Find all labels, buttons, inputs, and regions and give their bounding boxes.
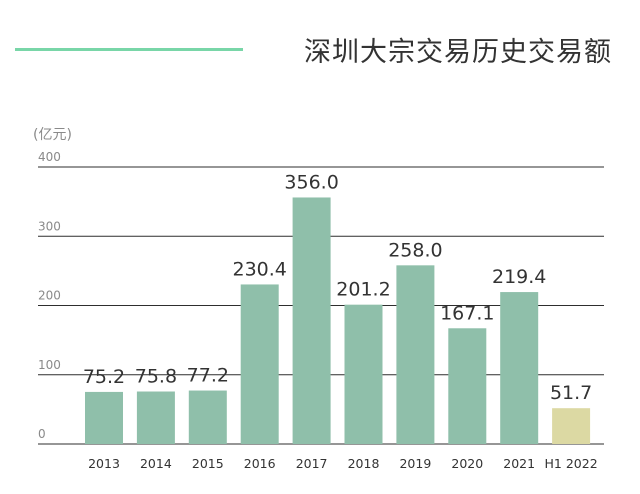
x-tick-label-h1-2022: H1 2022 [545, 456, 598, 471]
title-accent-line [15, 48, 243, 51]
bar-value-label-2018: 201.2 [336, 279, 390, 301]
y-tick-label-400: 400 [38, 150, 61, 164]
chart-title: 深圳大宗交易历史交易额 [304, 37, 612, 68]
bar-2018 [344, 304, 383, 444]
x-tick-label-2021: 2021 [503, 456, 535, 471]
bar-2017 [292, 197, 331, 444]
bar-2019 [396, 265, 435, 444]
bar-2021 [500, 292, 539, 444]
y-axis-unit-label: (亿元) [33, 127, 72, 143]
bar-2016 [240, 284, 279, 444]
bar-value-label-2016: 230.4 [232, 258, 286, 280]
x-tick-label-2018: 2018 [348, 456, 380, 471]
x-tick-label-2014: 2014 [140, 456, 172, 471]
y-tick-label-0: 0 [38, 427, 46, 441]
bar-value-label-2017: 356.0 [284, 171, 338, 193]
bar-2013 [85, 391, 123, 444]
x-tick-label-2017: 2017 [296, 456, 328, 471]
bar-value-label-2021: 219.4 [492, 266, 546, 288]
bar-value-label-2013: 75.2 [83, 366, 125, 388]
x-tick-label-2013: 2013 [88, 456, 120, 471]
bar-value-label-h1-2022: 51.7 [550, 382, 592, 404]
bar-2015 [188, 390, 227, 444]
bar-value-label-2019: 258.0 [388, 239, 442, 261]
x-tick-label-2015: 2015 [192, 456, 224, 471]
bar-value-label-2015: 77.2 [187, 365, 229, 387]
bar-2020 [448, 328, 487, 444]
bar-h1-2022 [552, 408, 591, 444]
y-tick-label-300: 300 [38, 219, 61, 233]
bar-value-label-2014: 75.8 [135, 366, 177, 388]
bar-2014 [136, 391, 175, 444]
bar-value-label-2020: 167.1 [440, 302, 494, 324]
y-tick-label-200: 200 [38, 289, 61, 303]
x-tick-label-2016: 2016 [244, 456, 276, 471]
x-tick-label-2019: 2019 [399, 456, 431, 471]
x-tick-label-2020: 2020 [451, 456, 483, 471]
y-tick-label-100: 100 [38, 358, 61, 372]
